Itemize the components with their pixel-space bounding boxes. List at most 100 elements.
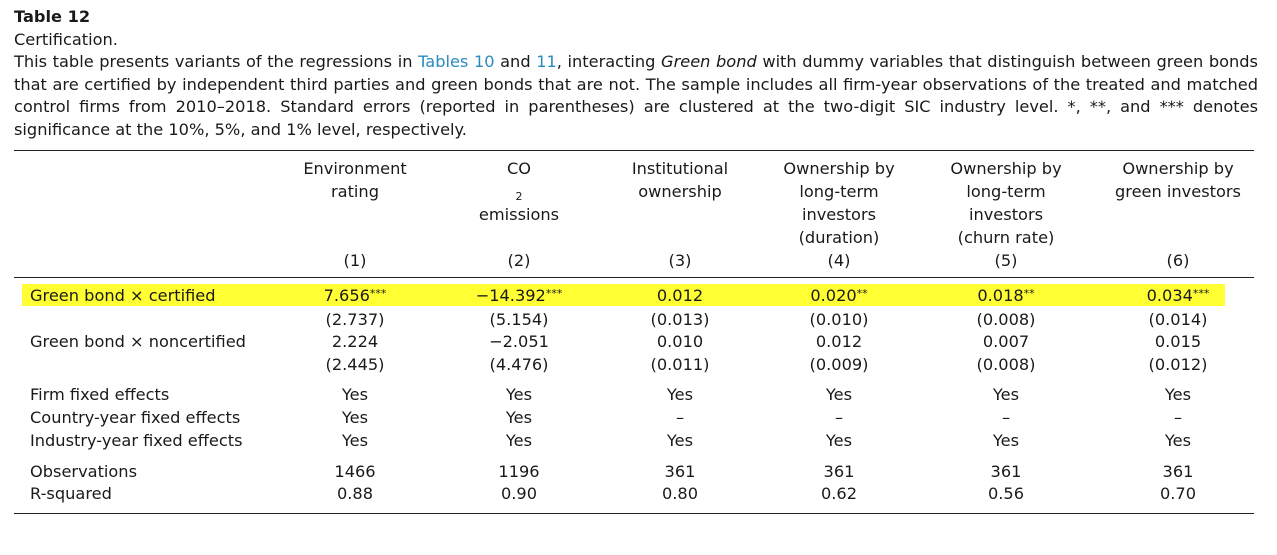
certified-se-1: (2.737): [325, 310, 385, 329]
observations-2: 1196: [498, 462, 540, 481]
noncertified-se-6: (0.012): [1148, 355, 1208, 374]
column-header-2: CO 2 emissions: [479, 157, 559, 226]
column-number-3: (3): [668, 251, 692, 270]
bottom-rule: [14, 513, 1254, 514]
header-line: Environment: [303, 159, 407, 178]
header-line: (churn rate): [957, 228, 1055, 247]
co2-text: emissions: [478, 205, 560, 224]
country-year-fe-2: Yes: [505, 408, 533, 427]
column-number-5: (5): [994, 251, 1018, 270]
firm-fe-3: Yes: [666, 385, 694, 404]
country-year-fe-3: –: [675, 408, 685, 427]
column-header-5: Ownership by long-term investors (churn …: [950, 157, 1061, 249]
coef-value: 0.034: [1146, 286, 1193, 305]
noncertified-coef-5: 0.007: [982, 332, 1030, 351]
noncertified-se-4: (0.009): [809, 355, 869, 374]
r-squared-2: 0.90: [500, 484, 538, 503]
certified-coef-2: −14.392***: [476, 284, 563, 307]
table-title: Certification.: [14, 29, 118, 49]
header-line: rating: [331, 182, 379, 201]
firm-fe-2: Yes: [505, 385, 533, 404]
noncertified-se-3: (0.011): [650, 355, 710, 374]
significance-stars: ***: [1192, 287, 1210, 300]
r-squared-5: 0.56: [987, 484, 1025, 503]
noncertified-coef-4: 0.012: [815, 332, 863, 351]
column-number-1: (1): [343, 251, 367, 270]
column-header-3: Institutional ownership: [632, 157, 728, 203]
noncertified-se-2: (4.476): [489, 355, 549, 374]
industry-year-fe-3: Yes: [666, 431, 694, 450]
certified-se-4: (0.010): [809, 310, 869, 329]
header-line: Ownership by: [950, 159, 1062, 178]
header-line: investors: [968, 205, 1044, 224]
row-label-observations: Observations: [30, 462, 138, 481]
certified-se-2: (5.154): [489, 310, 549, 329]
column-number-4: (4): [827, 251, 851, 270]
noncertified-coef-1: 2.224: [331, 332, 379, 351]
industry-year-fe-5: Yes: [992, 431, 1020, 450]
industry-year-fe-4: Yes: [825, 431, 853, 450]
co2-subscript: 2: [515, 190, 523, 203]
header-line: long-term: [799, 182, 879, 201]
firm-fe-1: Yes: [341, 385, 369, 404]
significance-stars: **: [856, 287, 868, 300]
observations-1: 1466: [334, 462, 376, 481]
r-squared-4: 0.62: [820, 484, 858, 503]
description-italic: Green bond: [661, 52, 757, 72]
country-year-fe-1: Yes: [341, 408, 369, 427]
header-line: ownership: [638, 182, 722, 201]
row-label-country-year-fe: Country-year fixed effects: [30, 408, 241, 427]
country-year-fe-6: –: [1173, 408, 1183, 427]
table-caption: Table 12 Certification. This table prese…: [14, 6, 1258, 142]
tables-10-link[interactable]: Tables 10: [418, 52, 495, 72]
coef-value: −14.392: [475, 286, 546, 305]
header-line: green investors: [1115, 182, 1241, 201]
noncertified-se-5: (0.008): [976, 355, 1036, 374]
industry-year-fe-6: Yes: [1164, 431, 1192, 450]
header-line: investors: [801, 205, 877, 224]
description-text: with dummy variables that distinguish be…: [14, 52, 1258, 139]
row-label-firm-fe: Firm fixed effects: [30, 385, 170, 404]
noncertified-coef-2: −2.051: [489, 332, 549, 351]
certified-se-5: (0.008): [976, 310, 1036, 329]
industry-year-fe-2: Yes: [505, 431, 533, 450]
noncertified-se-1: (2.445): [325, 355, 385, 374]
observations-4: 361: [823, 462, 855, 481]
certified-coef-6: 0.034***: [1147, 284, 1210, 307]
significance-stars: ***: [369, 287, 387, 300]
column-header-6: Ownership by green investors: [1115, 157, 1241, 203]
table-description: This table presents variants of the regr…: [14, 51, 1258, 141]
row-label-r-squared: R-squared: [30, 484, 112, 503]
country-year-fe-4: –: [834, 408, 844, 427]
noncertified-coef-3: 0.010: [656, 332, 704, 351]
coef-value: 0.020: [810, 286, 857, 305]
header-line: long-term: [966, 182, 1046, 201]
industry-year-fe-1: Yes: [341, 431, 369, 450]
co2-text: CO: [506, 159, 532, 178]
column-header-1: Environment rating: [303, 157, 406, 203]
significance-stars: ***: [545, 287, 563, 300]
noncertified-coef-6: 0.015: [1154, 332, 1202, 351]
coef-value: 0.012: [656, 286, 704, 305]
row-label-certified: Green bond × certified: [30, 286, 216, 305]
r-squared-3: 0.80: [661, 484, 699, 503]
country-year-fe-5: –: [1001, 408, 1011, 427]
certified-coef-3: 0.012: [657, 284, 703, 307]
header-line: Institutional: [631, 159, 729, 178]
table-11-link[interactable]: 11: [536, 52, 557, 72]
observations-6: 361: [1162, 462, 1194, 481]
column-header-4: Ownership by long-term investors (durati…: [783, 157, 894, 249]
column-number-6: (6): [1166, 251, 1190, 270]
header-line: CO 2 emissions: [479, 157, 559, 226]
header-line: Ownership by: [783, 159, 895, 178]
observations-5: 361: [990, 462, 1022, 481]
table-label: Table 12: [14, 7, 91, 26]
column-number-2: (2): [507, 251, 531, 270]
header-line: (duration): [798, 228, 880, 247]
header-rule: [14, 277, 1254, 278]
header-line: Ownership by: [1122, 159, 1234, 178]
significance-stars: **: [1023, 287, 1035, 300]
top-rule: [14, 150, 1254, 151]
description-text: , interacting: [556, 52, 662, 72]
certified-se-6: (0.014): [1148, 310, 1208, 329]
